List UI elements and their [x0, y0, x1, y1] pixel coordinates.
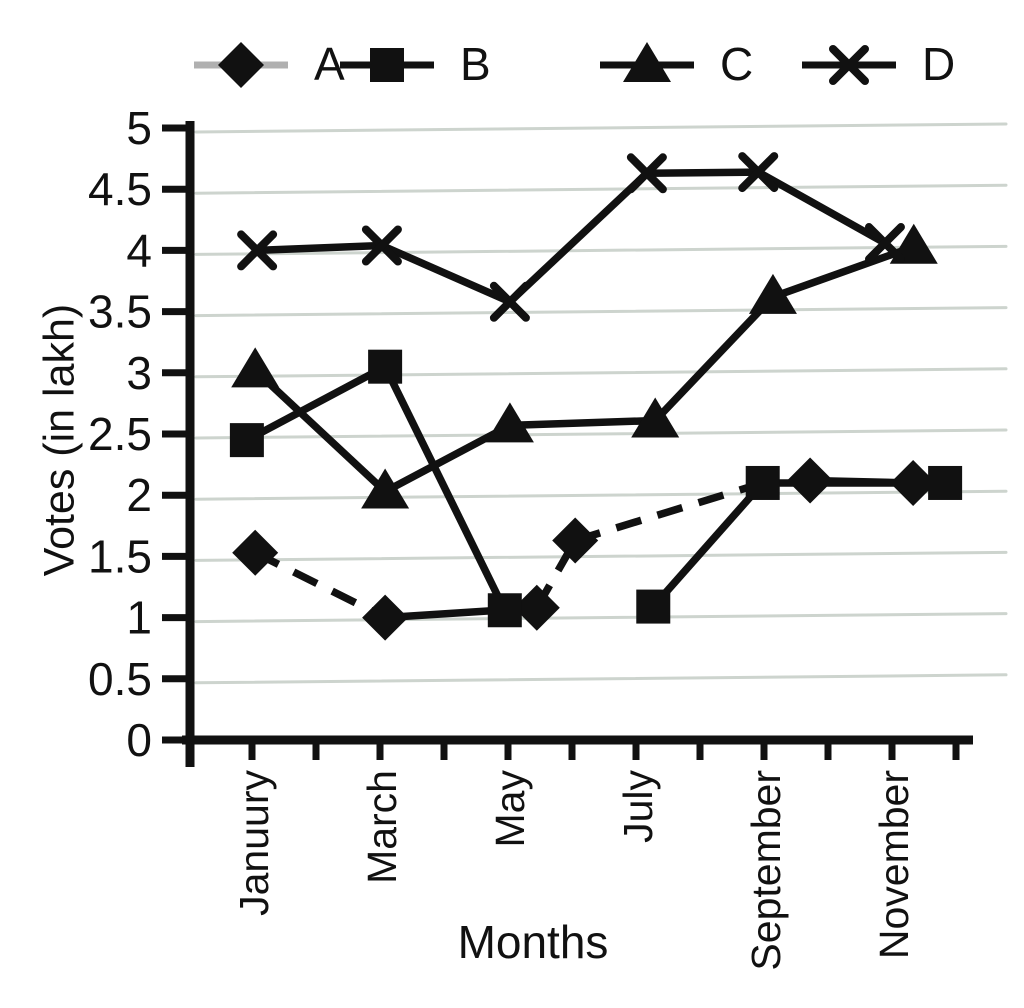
legend-item-D: D — [802, 34, 955, 94]
legend-label: D — [922, 38, 956, 90]
legend-x-glyph — [829, 45, 869, 85]
y-tick-label: 2.5 — [88, 408, 152, 460]
series-B-line — [650, 480, 766, 610]
series-A-line — [253, 549, 387, 621]
series-B-marker — [229, 423, 264, 458]
gridline — [194, 612, 1008, 624]
series-C-line — [509, 416, 656, 430]
series-C-line — [383, 422, 512, 495]
x-tick-label: March — [359, 770, 405, 884]
series-A-marker — [362, 594, 409, 641]
y-tick-label: 1 — [126, 592, 152, 644]
y-tick-label: 4 — [126, 224, 152, 276]
series-B-line — [245, 363, 387, 444]
legend-diamond-icon — [194, 42, 288, 88]
series-B-marker — [636, 589, 671, 624]
series-D-marker — [361, 225, 402, 266]
series-B-marker — [745, 465, 780, 500]
legend-item-C: C — [600, 34, 753, 94]
y-tick-label: 1.5 — [88, 530, 152, 582]
series-D-line — [646, 168, 759, 178]
series-A-marker — [232, 529, 279, 576]
series-C-line — [252, 367, 388, 495]
series-C-marker — [889, 223, 938, 264]
series-A-marker — [552, 517, 599, 564]
gridline — [194, 550, 1008, 562]
series-D-marker — [738, 152, 779, 193]
legend-square-icon — [340, 48, 434, 82]
series-B-line — [381, 365, 509, 612]
x-tick-label: September — [743, 770, 789, 971]
legend-diamond-glyph — [218, 42, 264, 88]
gridline — [194, 673, 1008, 685]
series-C-marker — [631, 397, 680, 438]
series-C-line — [771, 243, 916, 301]
gridline — [194, 489, 1008, 501]
legend-triangle-glyph — [623, 42, 671, 82]
legend-label: B — [460, 38, 491, 90]
gridline — [194, 306, 1008, 318]
series-C-line — [652, 294, 776, 424]
series-C-marker — [748, 273, 797, 314]
series-C-marker — [361, 468, 410, 509]
legend-item-B: B — [340, 34, 491, 94]
legend-item-A: A — [194, 34, 345, 94]
series-D-line — [380, 242, 512, 306]
series-A-marker — [890, 459, 937, 506]
series-B-marker — [487, 593, 522, 628]
x-tick-label: July — [615, 770, 661, 843]
series-D-line — [507, 170, 650, 305]
series-A-marker — [787, 457, 834, 504]
y-tick-label: 3 — [126, 347, 152, 399]
legend-triangle-icon — [600, 42, 694, 82]
x-tick-label: Januury — [231, 770, 277, 916]
y-tick-label: 2 — [126, 469, 152, 521]
series-D-marker — [864, 223, 905, 264]
series-B-marker — [368, 349, 403, 384]
legend-x-icon — [802, 45, 896, 85]
y-tick-label: 5 — [126, 102, 152, 154]
y-tick-label: 4.5 — [88, 163, 152, 215]
series-D-line — [256, 241, 383, 255]
series-D-marker — [489, 281, 530, 322]
series-B-marker — [928, 465, 963, 500]
series-D-marker — [237, 230, 278, 271]
gridline — [194, 183, 1008, 195]
legend-label: A — [314, 38, 345, 90]
legend-label: C — [720, 38, 754, 90]
x-tick-label: November — [871, 770, 917, 959]
series-D-marker — [626, 153, 667, 194]
series-D-line — [756, 168, 887, 247]
series-A-line — [574, 479, 764, 545]
y-tick-label: 0 — [126, 714, 152, 766]
legend-square-glyph — [370, 48, 404, 82]
y-tick-label: 3.5 — [88, 286, 152, 338]
y-tick-label: 0.5 — [88, 653, 152, 705]
chart-legend: A B C D — [0, 34, 1024, 96]
series-C-marker — [485, 402, 534, 443]
series-C-marker — [231, 347, 280, 388]
gridline — [194, 367, 1008, 379]
y-axis-title: Votes (in lakh) — [35, 303, 84, 577]
x-axis-title: Months — [457, 916, 609, 968]
x-tick-label: May — [487, 770, 533, 848]
gridline — [194, 122, 1008, 134]
series-A-marker — [513, 584, 560, 631]
gridline — [194, 244, 1008, 256]
